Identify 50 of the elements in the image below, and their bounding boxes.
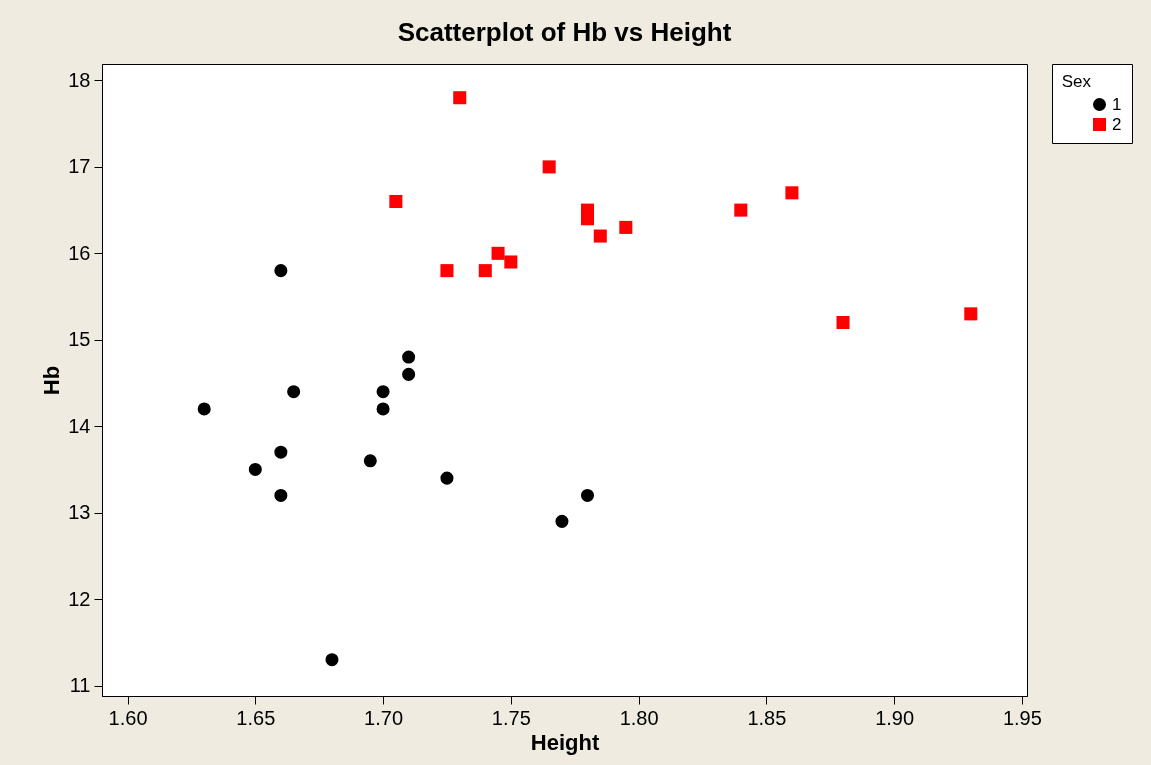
point: [478, 264, 492, 278]
point: [274, 264, 288, 278]
x-tick-label: 1.65: [236, 706, 276, 729]
y-tick-label: 13: [68, 501, 91, 524]
point: [248, 462, 262, 476]
y-tick-label: 11: [69, 674, 91, 697]
point: [593, 229, 607, 243]
legend-label: 2: [1112, 114, 1122, 134]
point: [491, 246, 505, 260]
y-axis-title: Hb: [39, 365, 65, 396]
y-tick-label: 16: [68, 241, 91, 264]
point: [274, 488, 288, 502]
x-tick-label: 1.90: [875, 706, 915, 729]
y-tick-label: 14: [68, 414, 91, 437]
point: [440, 471, 454, 485]
x-axis-title: Height: [530, 729, 600, 755]
y-tick-label: 12: [68, 587, 91, 610]
point: [836, 315, 850, 330]
legend-label: 1: [1112, 94, 1122, 114]
point: [376, 402, 390, 416]
point: [555, 514, 569, 528]
y-tick-label: 18: [68, 68, 91, 91]
point: [363, 454, 377, 468]
point: [964, 307, 978, 321]
x-tick-label: 1.60: [108, 706, 148, 729]
point: [376, 385, 390, 399]
y-tick-label: 17: [68, 155, 91, 178]
point: [785, 186, 799, 200]
point: [734, 203, 748, 217]
point: [619, 220, 633, 234]
point: [197, 402, 211, 416]
y-tick-label: 15: [68, 328, 91, 351]
point: [287, 385, 301, 399]
point: [440, 264, 454, 278]
point: [402, 367, 416, 381]
point: [389, 194, 403, 208]
point: [580, 488, 595, 502]
point: [504, 255, 518, 269]
legend-title: Sex: [1061, 72, 1092, 91]
point: [325, 653, 339, 667]
point: [453, 91, 467, 105]
x-tick-label: 1.75: [491, 706, 531, 729]
point: [402, 350, 416, 364]
x-tick-label: 1.95: [1002, 706, 1042, 729]
point: [274, 445, 288, 459]
chart-title: Scatterplot of Hb vs Height: [397, 17, 732, 47]
x-tick-label: 1.85: [747, 706, 787, 729]
x-tick-label: 1.70: [364, 706, 404, 729]
point: [542, 160, 556, 174]
x-tick-label: 1.80: [619, 706, 659, 729]
